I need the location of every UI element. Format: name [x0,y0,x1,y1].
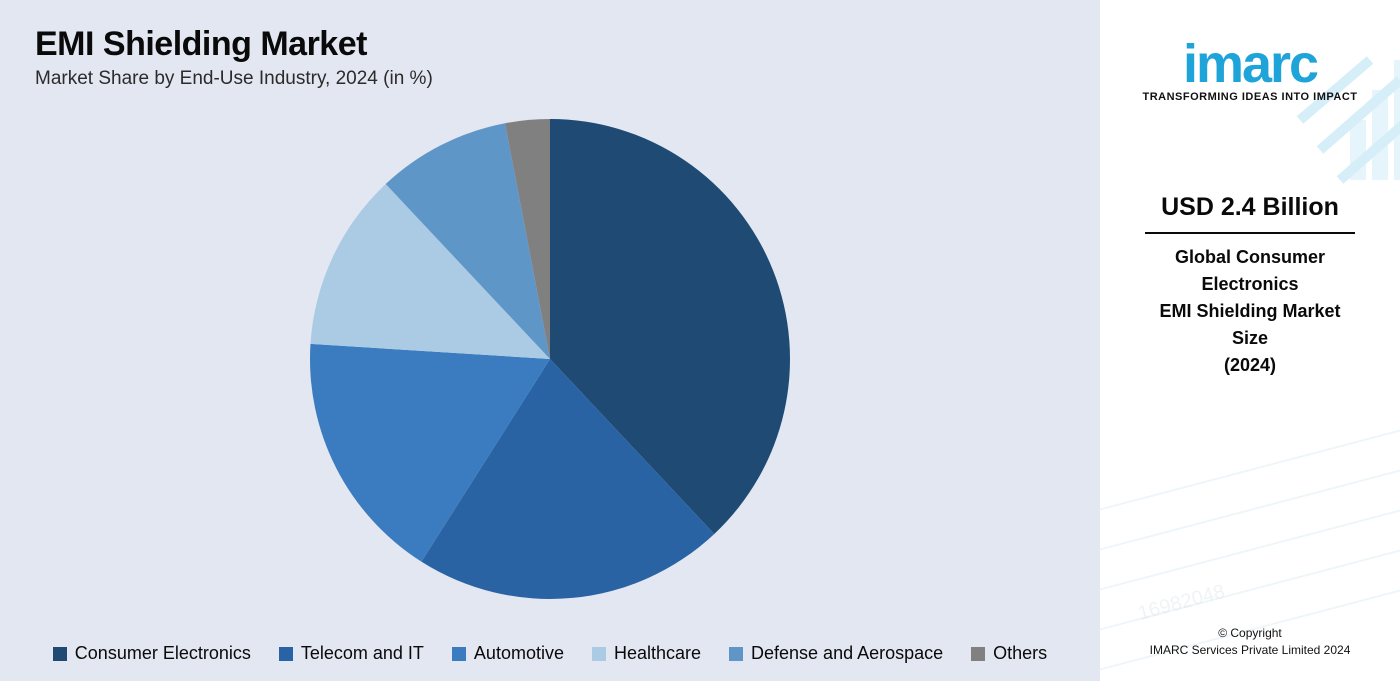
svg-text:16982048: 16982048 [1136,581,1228,625]
legend-item: Telecom and IT [279,643,424,664]
highlight-desc-line: Size [1145,325,1355,352]
highlight-divider [1145,232,1355,234]
highlight-desc-line: Electronics [1145,271,1355,298]
legend-label: Telecom and IT [301,643,424,664]
pie-chart [270,109,830,609]
legend-label: Healthcare [614,643,701,664]
left-panel: EMI Shielding Market Market Share by End… [0,0,1100,681]
chart-legend: Consumer Electronics Telecom and IT Automo… [35,637,1065,666]
legend-item: Automotive [452,643,564,664]
copyright-line: © Copyright [1100,625,1400,642]
legend-swatch [729,647,743,661]
brand-tagline: TRANSFORMING IDEAS INTO IMPACT [1142,91,1357,103]
copyright-line: IMARC Services Private Limited 2024 [1100,642,1400,659]
legend-label: Automotive [474,643,564,664]
legend-swatch [279,647,293,661]
right-panel: 16982048 imarc TRANSFORMING IDEAS INTO I… [1100,0,1400,681]
legend-swatch [452,647,466,661]
chart-title: EMI Shielding Market [35,25,1065,64]
brand-logo: imarc TRANSFORMING IDEAS INTO IMPACT [1142,40,1357,103]
copyright-text: © CopyrightIMARC Services Private Limite… [1100,625,1400,659]
highlight-desc: Global ConsumerElectronicsEMI Shielding … [1145,244,1355,379]
legend-swatch [592,647,606,661]
brand-name: imarc [1142,40,1357,89]
legend-label: Defense and Aerospace [751,643,943,664]
highlight-value: USD 2.4 Billion [1145,193,1355,222]
legend-item: Consumer Electronics [53,643,251,664]
legend-label: Others [993,643,1047,664]
legend-swatch [53,647,67,661]
legend-item: Defense and Aerospace [729,643,943,664]
pie-chart-container [35,80,1065,637]
legend-item: Others [971,643,1047,664]
highlight-desc-line: EMI Shielding Market [1145,298,1355,325]
legend-swatch [971,647,985,661]
legend-item: Healthcare [592,643,701,664]
highlight-block: USD 2.4 Billion Global ConsumerElectroni… [1125,193,1375,379]
highlight-desc-line: Global Consumer [1145,244,1355,271]
highlight-desc-line: (2024) [1145,352,1355,379]
legend-label: Consumer Electronics [75,643,251,664]
